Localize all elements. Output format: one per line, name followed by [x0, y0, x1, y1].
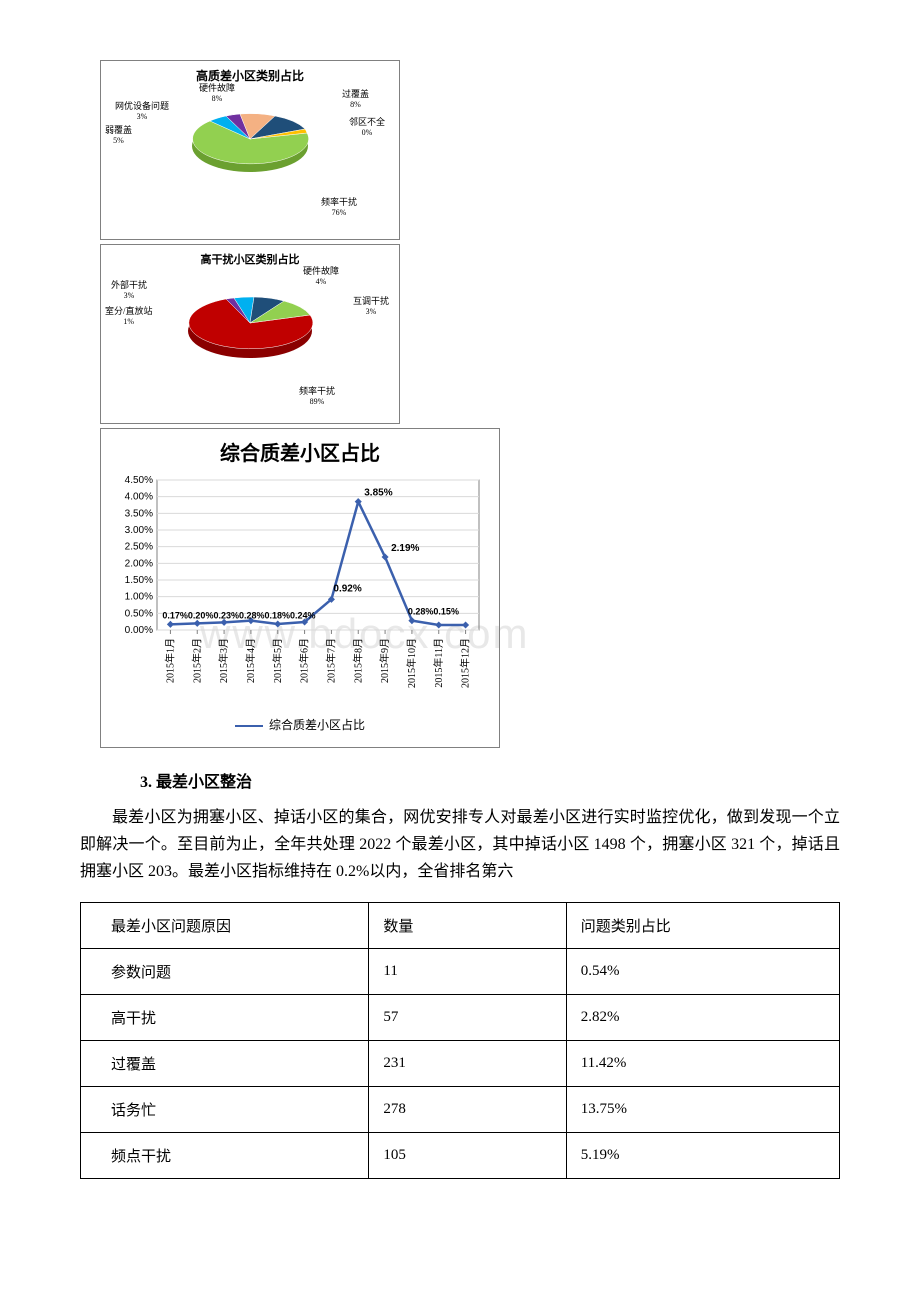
table-header-cell: 问题类别占比 [566, 902, 839, 948]
pct-cell: 11.42% [566, 1040, 839, 1086]
cause-cell: 频点干扰 [81, 1132, 369, 1178]
cause-cell: 过覆盖 [81, 1040, 369, 1086]
p1-l1: 邻区不全 [349, 117, 385, 127]
svg-text:3.50%: 3.50% [125, 508, 153, 519]
pie2-svg [165, 267, 335, 377]
pie1-title: 高质差小区类别占比 [101, 61, 399, 84]
svg-text:0.17%0.20%0.23%0.28%0.18%0.24%: 0.17%0.20%0.23%0.28%0.18%0.24% [162, 610, 315, 620]
svg-text:2015年7月: 2015年7月 [324, 638, 337, 683]
table-row: 高干扰572.82% [81, 994, 840, 1040]
pct-cell: 13.75% [566, 1086, 839, 1132]
svg-text:2015年9月: 2015年9月 [378, 638, 391, 683]
count-cell: 105 [369, 1132, 566, 1178]
svg-text:2015年10月: 2015年10月 [405, 638, 418, 688]
pie2-title: 高干扰小区类别占比 [101, 245, 399, 267]
legend-line-icon [235, 725, 263, 727]
legend-label: 综合质差小区占比 [269, 718, 365, 732]
svg-text:2.50%: 2.50% [125, 542, 153, 553]
p1-l3: 弱覆盖 [105, 125, 132, 135]
svg-text:1.50%: 1.50% [125, 575, 153, 586]
cause-cell: 话务忙 [81, 1086, 369, 1132]
table-row: 频点干扰1055.19% [81, 1132, 840, 1178]
table-header-cell: 数量 [369, 902, 566, 948]
svg-text:2015年4月: 2015年4月 [244, 638, 257, 683]
svg-text:0.00%: 0.00% [125, 625, 153, 636]
svg-text:2015年11月: 2015年11月 [432, 638, 445, 688]
table-header-cell: 最差小区问题原因 [81, 902, 369, 948]
table-row: 参数问题110.54% [81, 948, 840, 994]
svg-text:2015年6月: 2015年6月 [298, 638, 311, 683]
pct-cell: 5.19% [566, 1132, 839, 1178]
svg-text:3.00%: 3.00% [125, 525, 153, 536]
p2-l4: 外部干扰 [111, 280, 147, 290]
line-chart-title: 综合质差小区占比 [109, 437, 491, 466]
svg-text:2015年8月: 2015年8月 [351, 638, 364, 683]
p2-l2: 频率干扰 [299, 386, 335, 396]
svg-text:2015年3月: 2015年3月 [217, 638, 230, 683]
p1-l2: 频率干扰 [321, 197, 357, 207]
p2-l1: 互调干扰 [353, 296, 389, 306]
body-paragraph: 最差小区为拥塞小区、掉话小区的集合，网优安排专人对最差小区进行实时监控优化，做到… [80, 804, 840, 886]
line-chart-legend: 综合质差小区占比 [109, 716, 491, 733]
svg-text:2015年5月: 2015年5月 [271, 638, 284, 683]
svg-text:2015年1月: 2015年1月 [163, 638, 176, 683]
table-row: 话务忙27813.75% [81, 1086, 840, 1132]
svg-text:0.92%: 0.92% [333, 583, 361, 594]
svg-text:1.00%: 1.00% [125, 592, 153, 603]
p1-l0: 过覆盖 [342, 89, 369, 99]
p2-l3: 室分/直放站 [105, 306, 153, 316]
svg-text:2015年2月: 2015年2月 [190, 638, 203, 683]
svg-text:3.85%: 3.85% [364, 488, 392, 499]
table-header-row: 最差小区问题原因数量问题类别占比 [81, 902, 840, 948]
svg-text:4.00%: 4.00% [125, 492, 153, 503]
line-chart: 综合质差小区占比 0.00% 0.50% 1.00% 1.50% 2.00% 2.50% 3… [100, 428, 500, 748]
pct-cell: 0.54% [566, 948, 839, 994]
problem-cause-table: 最差小区问题原因数量问题类别占比参数问题110.54%高干扰572.82%过覆盖… [80, 902, 840, 1179]
pct-cell: 2.82% [566, 994, 839, 1040]
count-cell: 11 [369, 948, 566, 994]
p1-l4: 网优设备问题 [115, 101, 169, 111]
count-cell: 231 [369, 1040, 566, 1086]
svg-text:2.19%: 2.19% [391, 543, 419, 554]
pie-chart-interference: 高干扰小区类别占比 硬件故障4% 互调干扰3% 频率干扰89% 室分/直放站1%… [100, 244, 400, 424]
svg-text:2015年12月: 2015年12月 [459, 638, 472, 688]
line-chart-svg: 0.00% 0.50% 1.00% 1.50% 2.00% 2.50% 3.00% 3.50%… [109, 470, 489, 710]
count-cell: 57 [369, 994, 566, 1040]
section-heading: 3. 最差小区整治 [140, 768, 840, 792]
cause-cell: 参数问题 [81, 948, 369, 994]
pie-chart-quality: 高质差小区类别占比 过覆盖8% 邻区不全0% 频率干扰 [100, 60, 400, 240]
svg-text:0.50%: 0.50% [125, 608, 153, 619]
count-cell: 278 [369, 1086, 566, 1132]
pie1-svg [170, 84, 330, 194]
svg-text:4.50%: 4.50% [125, 475, 153, 486]
cause-cell: 高干扰 [81, 994, 369, 1040]
svg-text:2.00%: 2.00% [125, 558, 153, 569]
table-row: 过覆盖23111.42% [81, 1040, 840, 1086]
svg-text:0.28%0.15%: 0.28%0.15% [408, 607, 459, 617]
